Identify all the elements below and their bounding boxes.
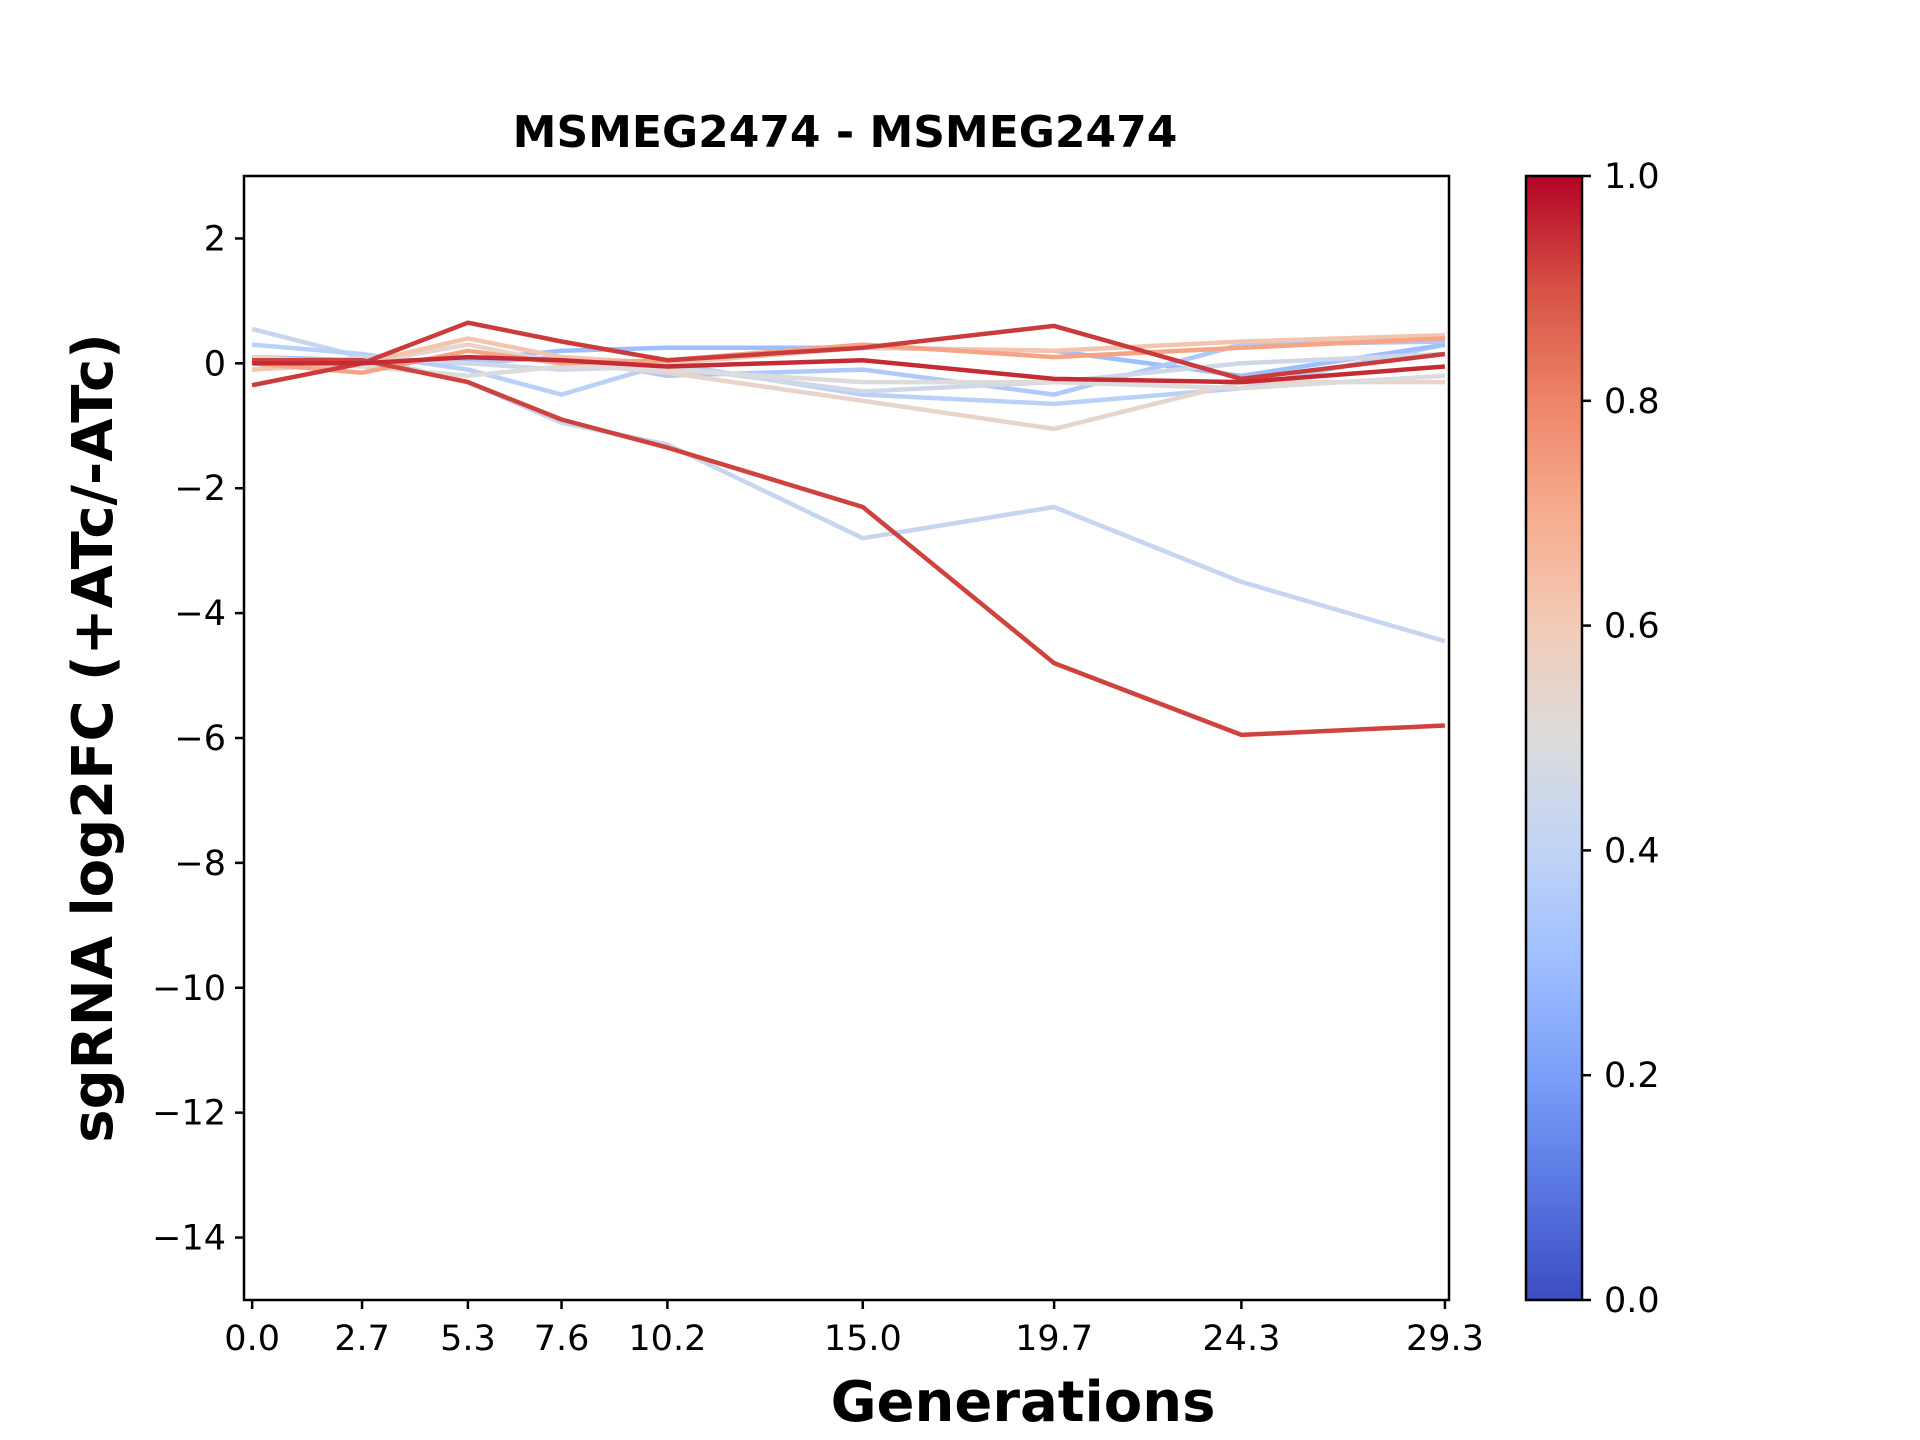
colorbar-tick-label: 1.0 (1604, 157, 1660, 197)
y-tick-label: −10 (152, 969, 226, 1009)
y-axis-label: sgRNA log2FC (+ATc/-ATc) (61, 333, 126, 1143)
x-axis: 0.0 2.7 5.3 7.6 10.2 15.0 19.7 24.3 29.3 (224, 1300, 1484, 1359)
colorbar-ticks: 0.0 0.2 0.4 0.6 0.8 1.0 (1582, 157, 1660, 1321)
x-axis-label: Generations (831, 1370, 1216, 1435)
plot-area (242, 174, 1451, 1302)
y-tick-label: −14 (152, 1219, 226, 1259)
x-tick-label: 24.3 (1202, 1319, 1280, 1359)
chart-title: MSMEG2474 - MSMEG2474 (513, 107, 1178, 158)
x-tick-label: 5.3 (440, 1319, 496, 1359)
colorbar: 0.0 0.2 0.4 0.6 0.8 1.0 (1524, 157, 1660, 1321)
y-tick-label: −4 (174, 594, 226, 634)
y-tick-label: −12 (152, 1094, 226, 1134)
y-tick-label: −2 (174, 469, 226, 509)
x-tick-label: 7.6 (534, 1319, 590, 1359)
colorbar-tick-label: 0.8 (1604, 382, 1660, 422)
series-line-11 (251, 320, 1446, 388)
x-tick-label: 10.2 (628, 1319, 706, 1359)
colorbar-tick-label: 0.4 (1604, 831, 1660, 871)
colorbar-frame (1524, 174, 1584, 1302)
x-tick-label: 29.3 (1406, 1319, 1484, 1359)
x-tick-label: 2.7 (334, 1319, 390, 1359)
series-line-8 (251, 332, 1445, 372)
series-group (251, 320, 1446, 738)
y-tick-label: 0 (204, 344, 226, 384)
y-tick-label: −6 (174, 719, 226, 759)
y-tick-label: 2 (204, 219, 226, 259)
colorbar-tick-label: 0.0 (1604, 1281, 1660, 1321)
colorbar-tick-label: 0.2 (1604, 1056, 1660, 1096)
y-axis: 2 0 −2 −4 −6 −8 −10 −12 −14 (152, 219, 244, 1259)
colorbar-gradient (1526, 176, 1582, 1300)
series-line-12 (252, 354, 1446, 385)
x-tick-label: 0.0 (224, 1319, 280, 1359)
y-tick-label: −8 (174, 844, 226, 884)
x-tick-label: 19.7 (1015, 1319, 1093, 1359)
x-tick-label: 15.0 (824, 1319, 902, 1359)
colorbar-tick-label: 0.6 (1604, 607, 1660, 647)
series-line-10 (252, 357, 1446, 738)
